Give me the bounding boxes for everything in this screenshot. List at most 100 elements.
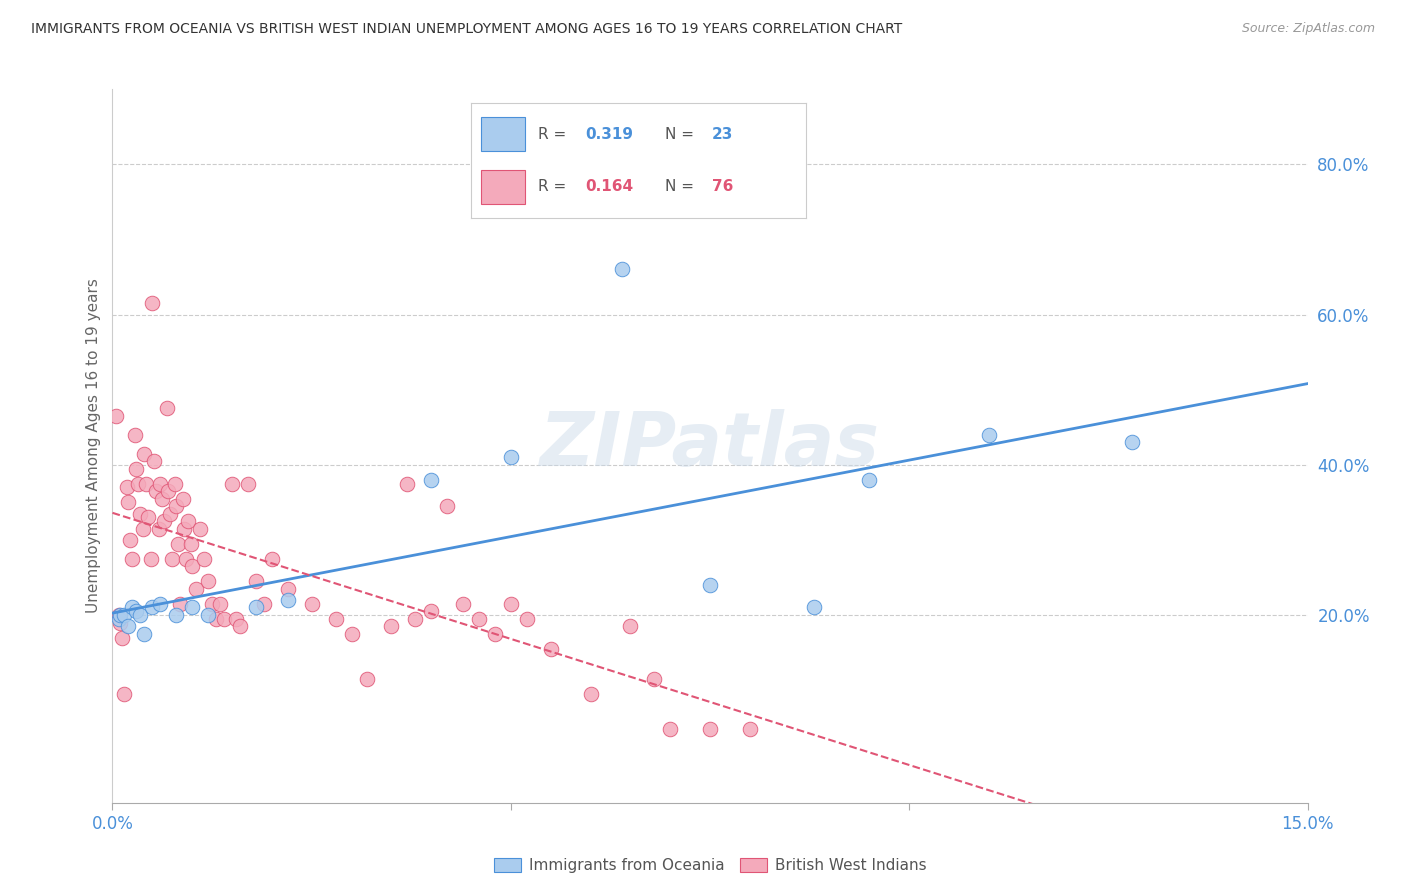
Point <box>114 607 135 622</box>
Point <box>236 476 259 491</box>
Point <box>129 607 152 622</box>
Point <box>149 476 172 491</box>
Point <box>499 450 522 465</box>
Point <box>340 627 363 641</box>
Text: Source: ZipAtlas.com: Source: ZipAtlas.com <box>1241 22 1375 36</box>
Point <box>1121 435 1143 450</box>
Point <box>174 551 197 566</box>
Point <box>699 578 721 592</box>
Point <box>977 427 1000 442</box>
Point <box>468 612 491 626</box>
Point <box>177 514 200 528</box>
Point <box>181 600 204 615</box>
Point <box>579 687 602 701</box>
Point <box>277 582 299 596</box>
Point <box>125 604 148 618</box>
Point <box>111 631 134 645</box>
Point <box>484 627 506 641</box>
Point <box>145 484 167 499</box>
Point <box>380 619 402 633</box>
Text: IMMIGRANTS FROM OCEANIA VS BRITISH WEST INDIAN UNEMPLOYMENT AMONG AGES 16 TO 19 : IMMIGRANTS FROM OCEANIA VS BRITISH WEST … <box>31 22 903 37</box>
Point <box>197 574 219 589</box>
Point <box>134 446 156 460</box>
Point <box>803 600 825 615</box>
Point <box>105 409 128 423</box>
Point <box>205 612 228 626</box>
Point <box>619 619 641 633</box>
Point <box>138 510 160 524</box>
Point <box>420 604 443 618</box>
Point <box>396 476 419 491</box>
Point <box>277 593 299 607</box>
Point <box>135 476 157 491</box>
Point <box>540 641 562 656</box>
Point <box>139 551 162 566</box>
Point <box>301 597 323 611</box>
Point <box>108 607 131 622</box>
Point <box>169 597 191 611</box>
Point <box>212 612 235 626</box>
Point <box>121 600 143 615</box>
Point <box>172 491 194 506</box>
Point <box>117 495 139 509</box>
Point <box>165 607 187 622</box>
Text: ZIPatlas: ZIPatlas <box>540 409 880 483</box>
Point <box>149 597 172 611</box>
Point <box>118 533 141 547</box>
Point <box>229 619 252 633</box>
Point <box>115 480 138 494</box>
Point <box>141 600 163 615</box>
Point <box>148 522 170 536</box>
Point <box>163 476 186 491</box>
Point <box>124 427 146 442</box>
Point <box>612 262 634 277</box>
Point <box>356 672 378 686</box>
Point <box>188 522 211 536</box>
Point <box>659 722 682 736</box>
Point <box>114 687 135 701</box>
Point <box>221 476 243 491</box>
Point <box>699 722 721 736</box>
Point <box>260 551 283 566</box>
Point <box>225 612 247 626</box>
Point <box>127 476 149 491</box>
Point <box>325 612 347 626</box>
Point <box>125 461 148 475</box>
Point <box>245 574 267 589</box>
Point <box>738 722 761 736</box>
Point <box>159 507 181 521</box>
Point <box>108 612 131 626</box>
Point <box>451 597 474 611</box>
Point <box>142 454 165 468</box>
Point <box>110 607 132 622</box>
Point <box>162 551 183 566</box>
Point <box>201 597 224 611</box>
Legend: Immigrants from Oceania, British West Indians: Immigrants from Oceania, British West In… <box>486 850 934 880</box>
Point <box>516 612 538 626</box>
Point <box>643 672 665 686</box>
Point <box>209 597 232 611</box>
Point <box>197 607 219 622</box>
Point <box>404 612 426 626</box>
Point <box>121 551 143 566</box>
Point <box>156 401 179 416</box>
Point <box>129 507 152 521</box>
Point <box>193 551 215 566</box>
Point <box>180 536 202 550</box>
Point <box>420 473 443 487</box>
Point <box>858 473 880 487</box>
Point <box>499 597 522 611</box>
Point <box>141 296 163 310</box>
Point <box>245 600 267 615</box>
Point <box>166 536 188 550</box>
Point <box>186 582 208 596</box>
Point <box>132 522 155 536</box>
Point <box>150 491 173 506</box>
Y-axis label: Unemployment Among Ages 16 to 19 years: Unemployment Among Ages 16 to 19 years <box>86 278 101 614</box>
Point <box>153 514 176 528</box>
Point <box>134 627 156 641</box>
Point <box>117 619 139 633</box>
Point <box>253 597 276 611</box>
Point <box>436 499 458 513</box>
Point <box>181 559 204 574</box>
